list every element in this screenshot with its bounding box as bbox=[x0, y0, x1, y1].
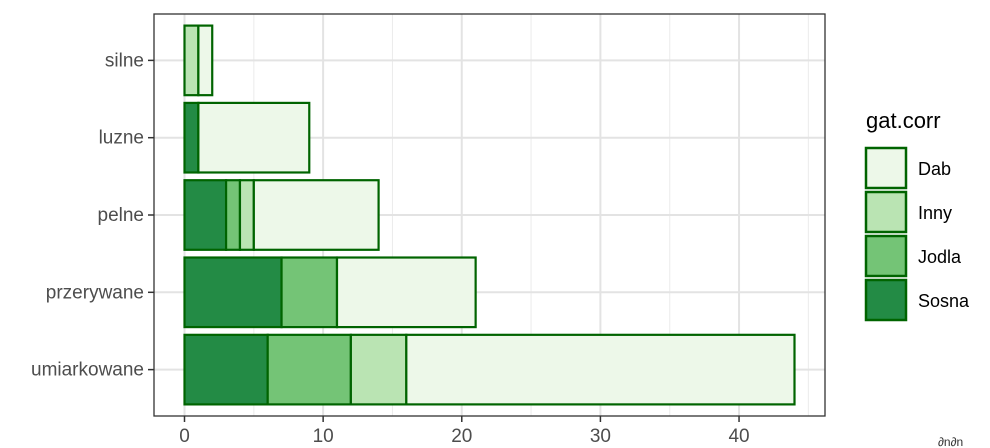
y-tick-label: luzne bbox=[99, 128, 144, 149]
legend: gat.corr Dab Inny Jodla Sosna bbox=[864, 108, 970, 322]
bar-silne-inny bbox=[183, 24, 200, 97]
bar-pelne-sosna bbox=[183, 179, 228, 251]
bar-pelne-jodla bbox=[224, 179, 242, 251]
y-tick-label: pelne bbox=[98, 205, 145, 226]
bar-przerywane-dab bbox=[335, 256, 477, 329]
legend-key-jodla bbox=[864, 234, 908, 278]
bar-luzne-sosna bbox=[183, 101, 200, 174]
x-tick-label: 30 bbox=[590, 426, 611, 447]
legend-label-dab: Dab bbox=[918, 159, 951, 179]
bar-pelne-inny bbox=[238, 179, 255, 251]
bar-przerywane-jodla bbox=[280, 256, 339, 329]
x-tick-label: 20 bbox=[451, 426, 472, 447]
bar-pelne-dab bbox=[252, 179, 380, 251]
y-axis: silne luzne pelne przerywane umiarkowane bbox=[31, 50, 154, 381]
bar-umiarkowane-inny bbox=[349, 333, 408, 406]
bar-luzne-dab bbox=[197, 101, 311, 174]
x-tick-label: 10 bbox=[313, 426, 334, 447]
bar-umiarkowane-dab bbox=[405, 333, 796, 406]
corner-text: ∂n∂n bbox=[938, 435, 963, 448]
legend-key-sosna bbox=[864, 278, 908, 322]
legend-label-jodla: Jodla bbox=[918, 247, 962, 267]
x-axis: 0 10 20 30 40 bbox=[179, 416, 750, 447]
bar-umiarkowane-jodla bbox=[266, 333, 352, 406]
bar-przerywane-sosna bbox=[183, 256, 283, 329]
legend-items: Dab Inny Jodla Sosna bbox=[864, 146, 970, 322]
legend-key-inny bbox=[864, 190, 908, 234]
bar-silne-dab bbox=[197, 24, 214, 97]
bars bbox=[183, 24, 796, 406]
bar-umiarkowane-sosna bbox=[183, 333, 269, 406]
legend-label-sosna: Sosna bbox=[918, 291, 970, 311]
legend-label-inny: Inny bbox=[918, 203, 952, 223]
x-tick-label: 0 bbox=[179, 426, 190, 447]
y-tick-label: silne bbox=[105, 50, 144, 71]
legend-title: gat.corr bbox=[866, 108, 941, 133]
legend-key-dab bbox=[864, 146, 908, 190]
y-tick-label: umiarkowane bbox=[31, 360, 144, 381]
x-tick-label: 40 bbox=[728, 426, 749, 447]
y-tick-label: przerywane bbox=[46, 282, 144, 303]
